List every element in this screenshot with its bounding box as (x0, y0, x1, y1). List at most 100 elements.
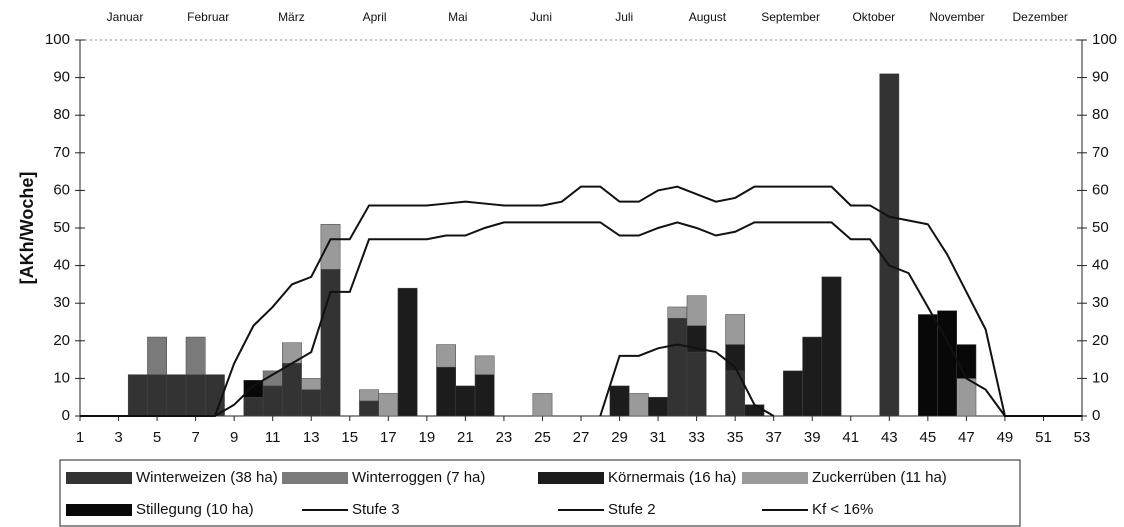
y2-tick-label: 100 (1092, 31, 1117, 48)
legend-swatch (66, 472, 132, 484)
legend-label: Zuckerrüben (11 ha) (812, 469, 947, 486)
month-label: Juni (530, 10, 552, 24)
bar (686, 351, 707, 417)
legend-label: Stufe 2 (608, 501, 656, 518)
x-tick-label: 33 (688, 429, 705, 446)
y2-tick-label: 40 (1092, 257, 1109, 274)
bar (243, 396, 264, 417)
x-tick-label: 27 (573, 429, 590, 446)
y2-tick-label: 90 (1092, 69, 1109, 86)
y-tick-label: 90 (53, 69, 70, 86)
line (80, 185, 1082, 417)
y-axis-label: [AKh/Woche] (17, 172, 37, 285)
bar (725, 370, 746, 417)
month-label: Oktober (852, 10, 895, 24)
legend-label: Winterweizen (38 ha) (136, 469, 278, 486)
bar (147, 336, 167, 375)
legend-label: Winterroggen (7 ha) (352, 469, 485, 486)
y2-tick-label: 80 (1092, 106, 1109, 123)
y-tick-label: 20 (53, 332, 70, 349)
legend-swatch (66, 504, 132, 516)
bar (628, 393, 649, 417)
x-tick-label: 35 (727, 429, 744, 446)
y2-tick-label: 10 (1092, 369, 1109, 386)
bar (455, 385, 476, 417)
bar (359, 400, 379, 417)
month-label: März (278, 10, 305, 24)
y2-tick-label: 0 (1092, 407, 1100, 424)
x-tick-label: 7 (191, 429, 199, 446)
bar (397, 287, 418, 417)
x-tick-label: 25 (534, 429, 551, 446)
x-tick-label: 15 (341, 429, 358, 446)
month-label: Januar (107, 10, 144, 24)
month-label: April (363, 10, 387, 24)
y-tick-label: 100 (45, 31, 70, 48)
bar (821, 276, 842, 417)
bar (359, 389, 379, 402)
legend-label: Kf < 16% (812, 501, 873, 518)
legend-label: Stufe 3 (352, 501, 400, 518)
y2-tick-label: 30 (1092, 294, 1109, 311)
bar (667, 306, 688, 319)
y-tick-label: 0 (62, 407, 70, 424)
x-tick-label: 13 (303, 429, 320, 446)
bar (956, 344, 977, 379)
bar (609, 385, 630, 417)
bar (436, 366, 457, 417)
x-tick-label: 51 (1035, 429, 1052, 446)
bar (127, 374, 148, 417)
x-tick-label: 21 (457, 429, 474, 446)
bar (648, 396, 668, 417)
y-tick-label: 70 (53, 144, 70, 161)
bar (166, 374, 187, 417)
y-tick-label: 50 (53, 219, 70, 236)
bar (301, 378, 322, 390)
bar (474, 374, 495, 417)
x-tick-label: 11 (265, 429, 281, 446)
x-tick-label: 23 (496, 429, 513, 446)
month-label: November (929, 10, 984, 24)
legend-label: Körnermais (16 ha) (608, 469, 736, 486)
x-tick-label: 3 (114, 429, 122, 446)
x-tick-label: 47 (958, 429, 975, 446)
month-label: Mai (448, 10, 467, 24)
y2-tick-label: 20 (1092, 332, 1109, 349)
bar (262, 385, 283, 417)
bar (147, 374, 167, 417)
bar (532, 393, 553, 417)
x-tick-label: 37 (765, 429, 782, 446)
legend-swatch (282, 472, 348, 484)
month-label: Juli (615, 10, 633, 24)
y2-tick-label: 70 (1092, 144, 1109, 161)
bar (937, 310, 958, 417)
month-label: August (689, 10, 727, 24)
bar (436, 344, 457, 368)
bar (667, 317, 688, 417)
x-tick-label: 39 (804, 429, 821, 446)
bar (282, 363, 302, 417)
legend-swatch (742, 472, 808, 484)
x-tick-label: 19 (419, 429, 436, 446)
x-tick-label: 45 (920, 429, 937, 446)
y-tick-label: 80 (53, 106, 70, 123)
bar (783, 370, 803, 417)
x-tick-label: 53 (1074, 429, 1091, 446)
x-tick-label: 31 (650, 429, 667, 446)
y2-tick-label: 60 (1092, 181, 1109, 198)
x-tick-label: 1 (76, 429, 84, 446)
bar (301, 389, 322, 417)
legend-box (59, 459, 1021, 527)
bar (879, 73, 900, 417)
x-tick-label: 43 (881, 429, 898, 446)
bar (185, 336, 206, 375)
bar (744, 404, 765, 417)
month-label: Februar (187, 10, 229, 24)
bar (956, 378, 977, 417)
bar (185, 374, 206, 417)
x-tick-label: 9 (230, 429, 238, 446)
bar (474, 355, 495, 375)
bar (802, 336, 823, 417)
x-tick-label: 29 (611, 429, 628, 446)
